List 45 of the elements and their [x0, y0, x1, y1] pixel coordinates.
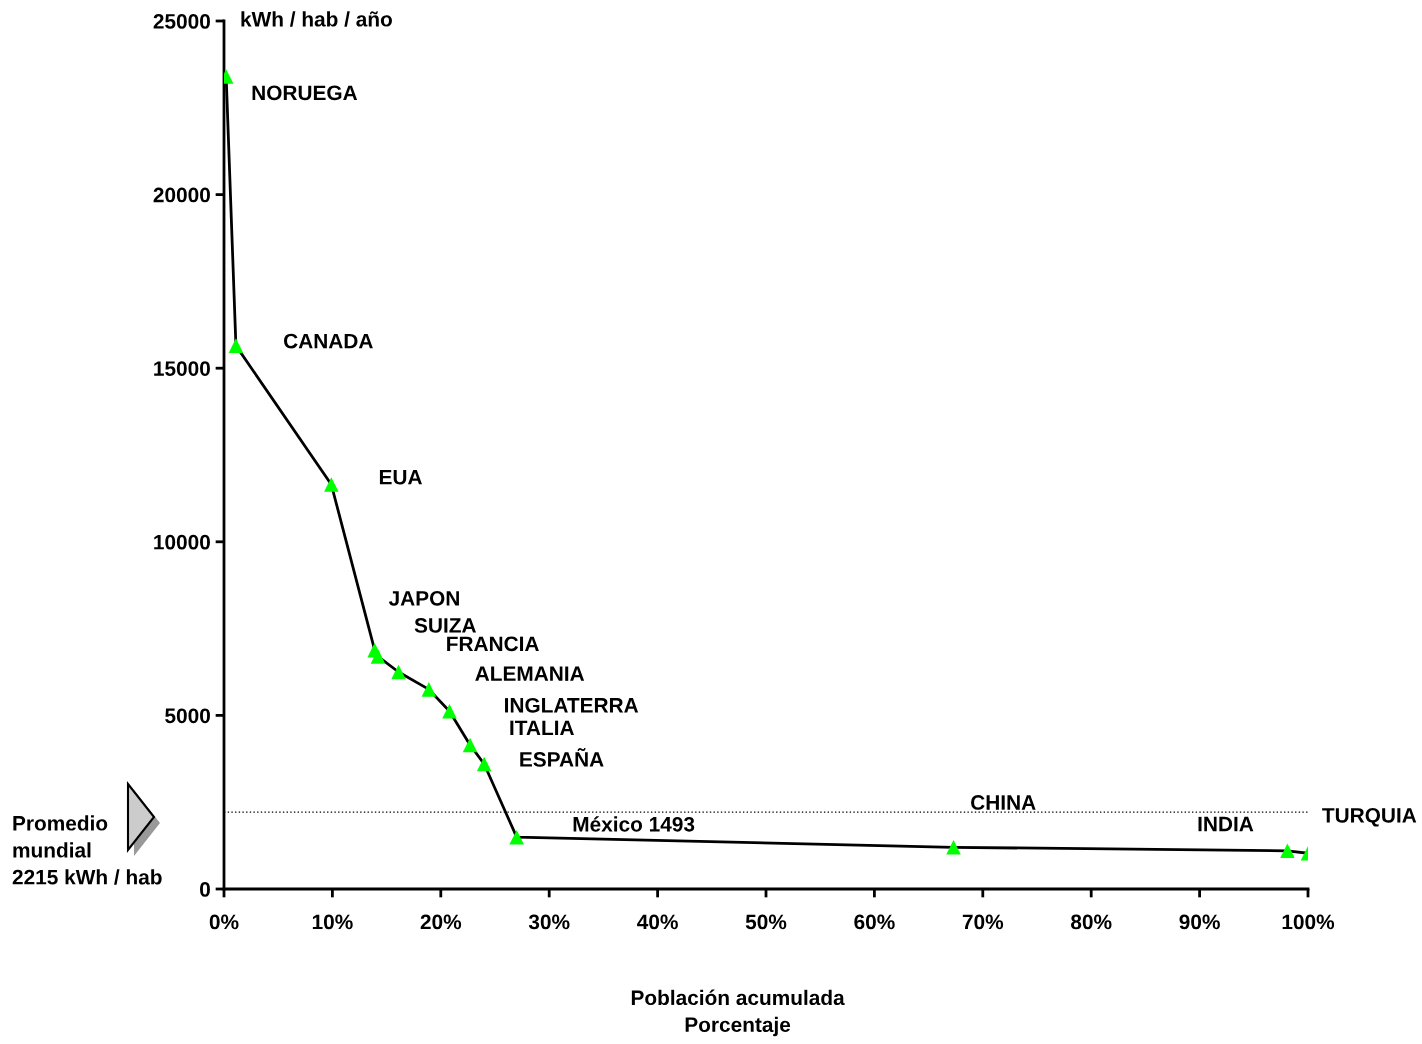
annotation: INDIA: [1198, 816, 1254, 832]
x-tick-label: 0%: [209, 914, 239, 930]
point: [324, 477, 339, 492]
annotation: JAPON: [388, 590, 459, 606]
point: [476, 756, 492, 772]
y-tick-label: 25000: [153, 14, 210, 29]
annotation: CHINA: [971, 795, 1036, 810]
x-tick-label: 90%: [1179, 914, 1220, 930]
x-tick-label: 30%: [528, 914, 570, 930]
y-tick-label: 10000: [154, 534, 210, 550]
x-axis-title: Población acumulada Porcentaje: [631, 989, 845, 1037]
x-tick-label: 100%: [1282, 914, 1335, 930]
point: [462, 737, 478, 753]
annotation: CANADA: [284, 333, 373, 349]
point: [442, 703, 457, 719]
annotation: México 1493: [573, 816, 695, 832]
y-tick-label: 5000: [165, 708, 210, 724]
x-tick-label: 50%: [745, 914, 787, 930]
annotation: INGLATERRA: [505, 697, 639, 713]
y-tick-label: 15000: [154, 361, 210, 376]
point: [509, 829, 524, 845]
point: [228, 338, 244, 353]
x-tick-label: 40%: [637, 914, 678, 930]
y-tick-label: 0: [200, 882, 210, 897]
annotation: EUA: [379, 470, 422, 485]
x-tick-label: 70%: [962, 914, 1004, 930]
x-tick-label: 60%: [854, 914, 895, 930]
annotation: NORUEGA: [252, 85, 358, 101]
x-tick-label: 20%: [420, 914, 462, 930]
point: [1280, 843, 1295, 859]
y-tick-label: 20000: [153, 187, 210, 203]
ref-line-label: Promedio mundial 2215 kWh / hab: [12, 815, 162, 885]
annotation: ALEMANIA: [475, 666, 585, 681]
y-axis-title: kWh / hab / año: [241, 11, 392, 27]
point: [391, 664, 406, 680]
point: [370, 649, 386, 664]
annotation: ITALIA: [510, 720, 574, 736]
x-tick-label: 10%: [312, 914, 353, 930]
annotation: TURQUIA: [1322, 807, 1417, 827]
annotation: SUIZA: [414, 618, 476, 633]
point: [946, 840, 961, 855]
x-tick-label: 80%: [1071, 914, 1112, 930]
annotation: ESPAÑA: [520, 748, 604, 767]
annotation: FRANCIA: [447, 636, 539, 652]
point: [421, 682, 437, 697]
